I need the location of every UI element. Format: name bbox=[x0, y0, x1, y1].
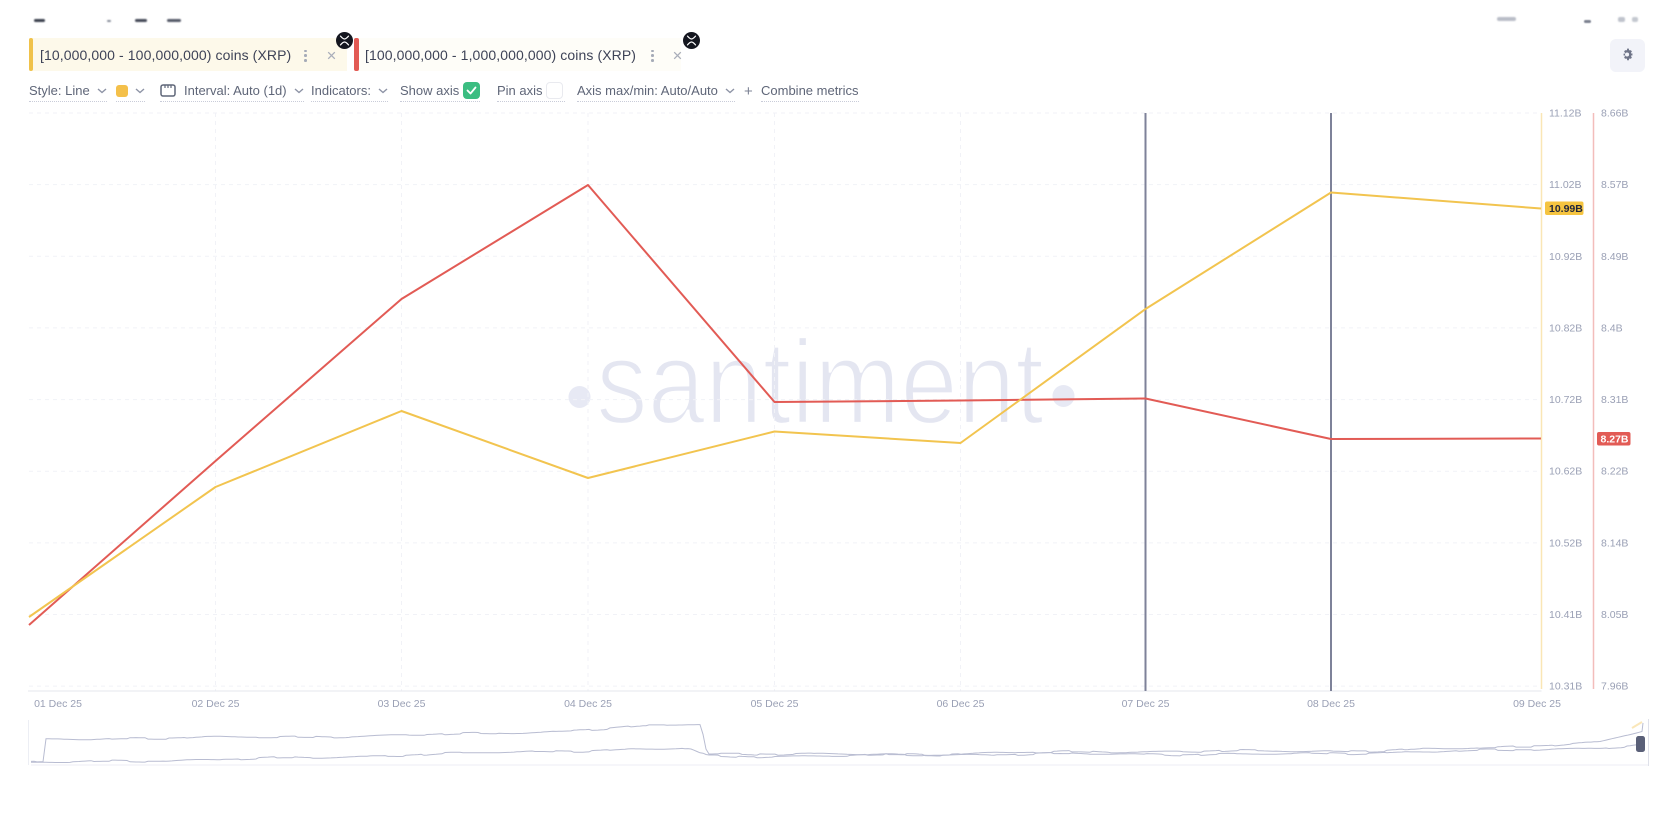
svg-text:11.02B: 11.02B bbox=[1549, 179, 1582, 191]
svg-text:8.22B: 8.22B bbox=[1601, 466, 1628, 478]
svg-text:10.31B: 10.31B bbox=[1549, 681, 1582, 693]
svg-text:8.05B: 8.05B bbox=[1601, 609, 1628, 621]
svg-text:04 Dec 25: 04 Dec 25 bbox=[564, 698, 612, 710]
svg-text:10.92B: 10.92B bbox=[1549, 251, 1582, 263]
svg-text:10.72B: 10.72B bbox=[1549, 394, 1582, 406]
svg-text:06 Dec 25: 06 Dec 25 bbox=[937, 698, 985, 710]
svg-text:10.62B: 10.62B bbox=[1549, 466, 1582, 478]
svg-text:08 Dec 25: 08 Dec 25 bbox=[1307, 698, 1355, 710]
svg-text:8.49B: 8.49B bbox=[1601, 251, 1628, 263]
svg-text:05 Dec 25: 05 Dec 25 bbox=[751, 698, 799, 710]
svg-text:07 Dec 25: 07 Dec 25 bbox=[1122, 698, 1170, 710]
svg-text:7.96B: 7.96B bbox=[1601, 681, 1628, 693]
svg-text:8.57B: 8.57B bbox=[1601, 179, 1628, 191]
svg-text:santiment: santiment bbox=[596, 316, 1044, 450]
svg-text:8.27B: 8.27B bbox=[1601, 434, 1629, 446]
svg-text:8.4B: 8.4B bbox=[1601, 322, 1623, 334]
svg-text:10.41B: 10.41B bbox=[1549, 609, 1582, 621]
svg-text:02 Dec 25: 02 Dec 25 bbox=[192, 698, 240, 710]
svg-text:03 Dec 25: 03 Dec 25 bbox=[378, 698, 426, 710]
svg-text:10.99B: 10.99B bbox=[1549, 203, 1583, 215]
svg-text:8.14B: 8.14B bbox=[1601, 537, 1628, 549]
svg-text:8.66B: 8.66B bbox=[1601, 108, 1628, 120]
svg-text:11.12B: 11.12B bbox=[1549, 108, 1582, 120]
svg-text:09 Dec 25: 09 Dec 25 bbox=[1513, 698, 1561, 710]
svg-text:10.82B: 10.82B bbox=[1549, 322, 1582, 334]
svg-text:01 Dec 25: 01 Dec 25 bbox=[34, 698, 82, 710]
svg-text:10.52B: 10.52B bbox=[1549, 537, 1582, 549]
svg-text:8.31B: 8.31B bbox=[1601, 394, 1628, 406]
